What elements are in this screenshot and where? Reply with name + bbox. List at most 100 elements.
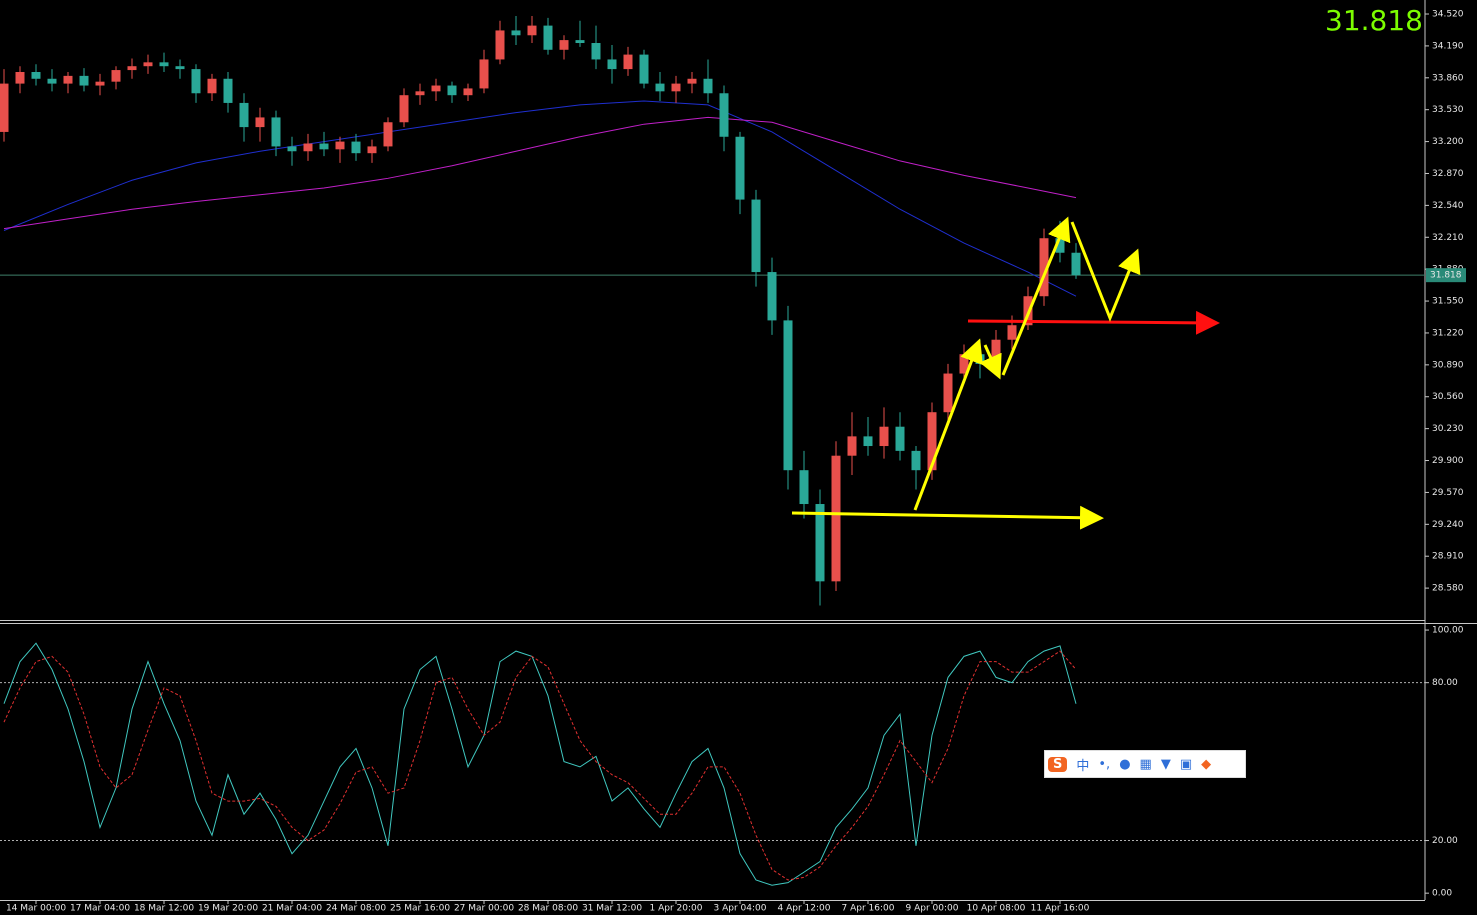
stochastic-line — [3, 650, 1077, 881]
ime-icon[interactable]: ◆ — [1201, 756, 1212, 772]
y-tick-label: 31.550 — [1432, 297, 1464, 307]
candle-body — [239, 102, 249, 128]
candle-body — [623, 54, 633, 70]
wave-arrow — [913, 338, 983, 511]
x-tick-label: 9 Apr 00:00 — [906, 904, 959, 914]
candle-body — [831, 455, 841, 582]
candle-body — [767, 272, 777, 321]
x-tick-label: 19 Mar 20:00 — [198, 904, 258, 914]
candle-body — [559, 40, 569, 50]
candle-body — [1039, 238, 1049, 297]
y-tick-label: 29.900 — [1432, 456, 1464, 466]
candle-body — [31, 72, 41, 79]
candle-body — [895, 426, 905, 451]
y-tick-label: 28.580 — [1432, 584, 1464, 594]
candle-body — [911, 450, 921, 471]
candle-body — [207, 78, 217, 94]
ime-icon[interactable]: •, — [1098, 756, 1111, 772]
x-tick-label: 18 Mar 12:00 — [134, 904, 194, 914]
candle-body — [815, 504, 825, 582]
x-tick-label: 10 Apr 08:00 — [967, 904, 1026, 914]
x-tick-label: 17 Mar 04:00 — [70, 904, 130, 914]
candle-body — [975, 354, 985, 364]
wave-arrow — [979, 344, 1002, 380]
stochastic-line — [3, 642, 1077, 886]
ime-icon[interactable]: ▣ — [1179, 756, 1193, 772]
ime-icon[interactable]: ▦ — [1139, 756, 1152, 772]
candle-body — [863, 436, 873, 447]
candle-body — [847, 436, 857, 456]
wave-arrow — [1001, 216, 1071, 376]
ime-icon[interactable]: ▼ — [1160, 756, 1171, 772]
candle-body — [799, 470, 809, 505]
candle-body — [0, 83, 9, 132]
moving-average — [3, 116, 1077, 230]
y-tick-label: 80.00 — [1432, 678, 1458, 688]
candle-body — [879, 426, 889, 447]
y-tick-label: 0.00 — [1432, 889, 1452, 899]
resistance-arrow — [967, 310, 1220, 335]
candle-body — [495, 30, 505, 60]
candle-body — [47, 78, 57, 84]
x-tick-label: 7 Apr 16:00 — [842, 904, 895, 914]
ime-logo[interactable]: S — [1048, 756, 1068, 772]
y-tick-label: 33.860 — [1432, 73, 1464, 83]
x-tick-label: 24 Mar 08:00 — [326, 904, 386, 914]
x-tick-label: 4 Apr 12:00 — [778, 904, 831, 914]
current-price-display: 31.818 — [1325, 4, 1423, 37]
candle-body — [943, 373, 953, 413]
candle-body — [1007, 325, 1017, 340]
candle-body — [399, 95, 409, 123]
x-tick-label: 25 Mar 16:00 — [390, 904, 450, 914]
candle-body — [111, 70, 121, 82]
x-tick-label: 31 Mar 12:00 — [582, 904, 642, 914]
candle-body — [351, 141, 361, 154]
candle-body — [543, 25, 553, 50]
candle-body — [1055, 238, 1065, 253]
candle-body — [751, 199, 761, 273]
x-tick-label: 14 Mar 00:00 — [6, 904, 66, 914]
candle-body — [527, 25, 537, 36]
candle-body — [367, 146, 377, 154]
candle-body — [159, 62, 169, 67]
support-arrow — [791, 505, 1104, 530]
candle-body — [671, 83, 681, 92]
candle-body — [319, 143, 329, 150]
y-tick-label: 30.230 — [1432, 424, 1464, 434]
x-tick-label: 27 Mar 00:00 — [454, 904, 514, 914]
candle-body — [335, 141, 345, 150]
candle-body — [287, 146, 297, 152]
candle-body — [63, 75, 73, 84]
candle-body — [383, 122, 393, 147]
y-tick-label: 32.540 — [1432, 201, 1464, 211]
candle-body — [463, 88, 473, 96]
y-tick-label: 20.00 — [1432, 836, 1458, 846]
candle-body — [127, 66, 137, 71]
ime-icon[interactable]: ● — [1119, 756, 1131, 772]
y-tick-label: 30.890 — [1432, 360, 1464, 370]
candle-body — [719, 93, 729, 137]
candle-body — [735, 136, 745, 200]
candle-body — [927, 412, 937, 471]
candle-body — [783, 320, 793, 471]
y-tick-label: 29.240 — [1432, 520, 1464, 530]
moving-average — [3, 100, 1077, 297]
candle-body — [255, 117, 265, 128]
x-tick-label: 21 Mar 04:00 — [262, 904, 322, 914]
ime-toolbar[interactable]: S 中 •, ● ▦ ▼ ▣ ◆ — [1044, 750, 1246, 778]
y-tick-label: 29.570 — [1432, 488, 1464, 498]
x-tick-label: 11 Apr 16:00 — [1031, 904, 1090, 914]
ime-mode[interactable]: 中 — [1076, 758, 1090, 774]
y-tick-label: 33.200 — [1432, 137, 1464, 147]
wave-arrow — [1070, 221, 1141, 323]
x-tick-label: 1 Apr 20:00 — [650, 904, 703, 914]
candle-body — [591, 43, 601, 60]
candle-body — [431, 85, 441, 92]
y-tick-label: 34.190 — [1432, 41, 1464, 51]
y-tick-label: 33.530 — [1432, 105, 1464, 115]
candle-body — [511, 30, 521, 36]
drawn-annotations — [791, 216, 1220, 530]
candle-body — [95, 81, 105, 86]
